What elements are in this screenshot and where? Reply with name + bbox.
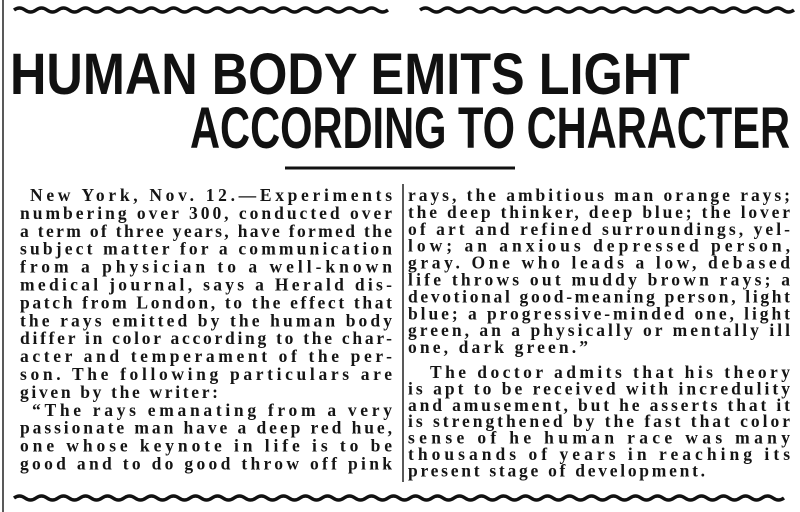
article-column-2: rays, the ambitious man orange rays;the …	[408, 185, 790, 480]
top-wavy-border-right	[418, 6, 796, 14]
article-text-line: thousands of years in reaching its	[408, 444, 790, 464]
article-text-line: blue; a progressive-minded one, light	[408, 303, 790, 323]
article-text-line: gray. One who leads a low, debased	[408, 253, 790, 273]
article-text-line: one whose keynote in life is to be	[20, 436, 392, 456]
article-text-line: is apt to be received with incredulity	[408, 378, 790, 398]
article-text-line: a term of three years, have formed the	[20, 221, 392, 241]
top-wavy-border-left	[12, 6, 390, 14]
bottom-wavy-border	[12, 494, 786, 502]
article-text-line: present stage of development.	[408, 460, 705, 480]
article-text-line: given by the writer:	[20, 382, 218, 402]
article-column-1: New York, Nov. 12.—Experimentsnumbering …	[20, 185, 392, 474]
article-text-line: “The rays emanating from a very	[32, 400, 392, 420]
article-text-line: numbering over 300, conducted over	[20, 203, 392, 223]
article-text-line: green, an a physically or mentally ill	[408, 320, 790, 340]
article-text-line: sense of he human race was many	[408, 428, 790, 448]
article-text-line: subject matter for a communication	[20, 239, 392, 259]
article-text-line: medical journal, says a Herald dis-	[20, 275, 392, 295]
article-text-line: one, dark green.”	[408, 337, 588, 357]
headline-line-1: HUMAN BODY EMITS LIGHT	[10, 42, 690, 107]
headline-line-2: ACCORDING TO CHARACTER	[190, 96, 790, 161]
article-text-line: and amusement, but he asserts that it	[408, 395, 790, 415]
article-text-line: good and to do good throw off pink	[20, 454, 392, 474]
article-text-line: the rays emitted by the human body	[20, 310, 392, 330]
article-text-line: differ in color according to the char-	[20, 328, 392, 348]
article-text-line: low; an anxious depressed person,	[408, 236, 790, 256]
article-text-line: New York, Nov. 12.—Experiments	[30, 185, 392, 205]
